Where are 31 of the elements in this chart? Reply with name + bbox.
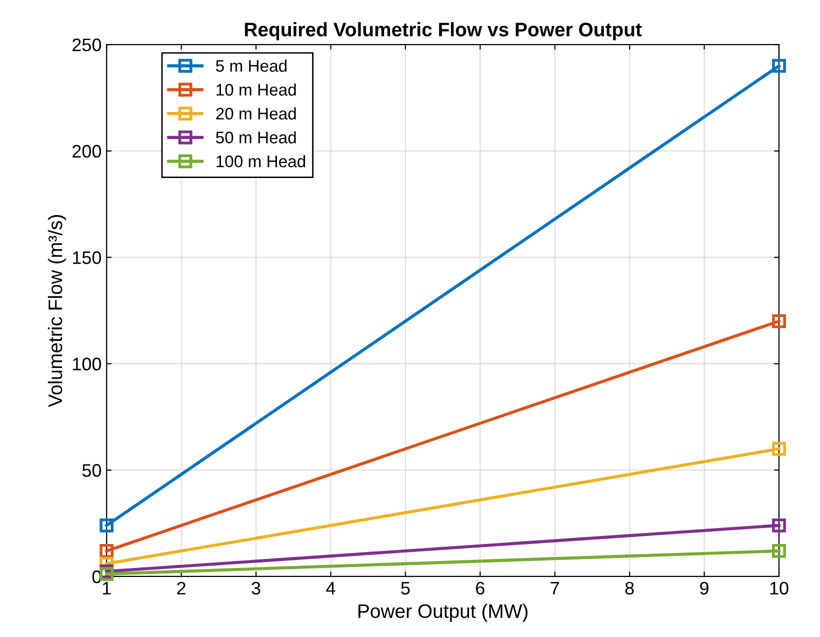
y-tick-label: 100	[72, 358, 102, 370]
x-tick-label: 10	[770, 582, 788, 595]
x-tick-label: 3	[252, 582, 260, 595]
point	[772, 58, 786, 73]
y-tick-label: 250	[72, 38, 102, 52]
legend-label: 100 m Head	[216, 155, 306, 168]
x-tick-label: 4	[326, 582, 336, 594]
legend-label: 20 m Head	[216, 107, 296, 120]
x-tick-label: 5	[401, 582, 410, 595]
x-tick-label: 6	[476, 582, 484, 595]
legend-label: 50 m Head	[216, 131, 296, 144]
y-tick-label: 200	[72, 144, 102, 158]
x-tick-label: 9	[700, 582, 708, 595]
legend-label: 10 m Head	[216, 83, 296, 96]
x-tick-label: 1	[102, 582, 111, 594]
y-tick-label: 150	[72, 251, 102, 264]
y-axis-title: Volumetric Flow (m³/s)	[48, 215, 66, 408]
chart-title: Required Volumetric Flow vs Power Output	[244, 22, 642, 40]
point	[772, 518, 786, 532]
x-tick-label: 8	[625, 582, 634, 595]
point	[772, 442, 786, 456]
point	[772, 544, 786, 558]
point	[772, 314, 786, 328]
x-tick-label: 2	[177, 582, 186, 594]
point	[100, 566, 114, 581]
point	[100, 518, 114, 532]
legend-label: 5 m Head	[216, 60, 287, 72]
point	[100, 544, 114, 558]
x-axis-title: Power Output (MW)	[358, 604, 528, 622]
y-tick-label: 50	[82, 464, 102, 477]
x-tick-label: 7	[550, 582, 559, 594]
